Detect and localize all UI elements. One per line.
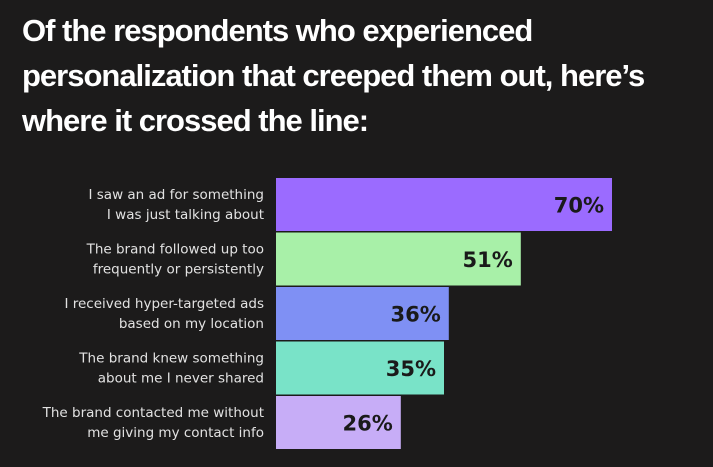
- bar-5: [276, 396, 401, 449]
- category-label-4: The brand knew something about me I never…: [78, 351, 264, 387]
- value-label-3: 36%: [391, 303, 441, 327]
- bar-3: [276, 287, 449, 340]
- bar-4: [276, 341, 444, 395]
- category-label-3: I received hyper-targeted ads based on my…: [64, 296, 264, 332]
- category-label-2: The brand followed up too frequently or p…: [86, 242, 264, 278]
- category-label-1: I saw an ad for something I was just talk…: [89, 187, 265, 223]
- bar-2: [276, 232, 521, 286]
- chart-title: Of the respondents who experienced perso…: [22, 13, 645, 138]
- value-label-5: 26%: [343, 412, 393, 436]
- value-label-2: 51%: [463, 248, 513, 272]
- category-label-5: The brand contacted me without me giving …: [42, 405, 264, 441]
- bar-1: [276, 178, 612, 231]
- value-label-4: 35%: [386, 357, 436, 381]
- value-label-1: 70%: [554, 194, 604, 218]
